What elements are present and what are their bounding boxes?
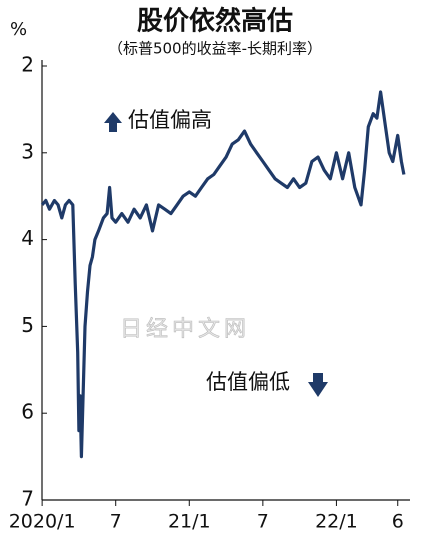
x-tick-label: 7 (110, 511, 122, 533)
y-tick-label: 5 (21, 313, 34, 337)
annotation: 估值偏低 (206, 370, 290, 394)
x-tick-label: 7 (257, 511, 269, 533)
y-axis-label: % (10, 19, 27, 40)
y-tick-label: 7 (21, 487, 34, 511)
watermark: 日经中文网 (120, 317, 250, 342)
up-arrow (104, 112, 122, 132)
data-line (40, 90, 406, 459)
x-tick-label: 22/1 (315, 511, 358, 533)
chart-subtitle: （标普500的收益率-长期利率） (108, 40, 322, 58)
x-tick-label: 6 (392, 511, 404, 533)
y-tick-label: 4 (21, 226, 34, 250)
annotation: 估值偏高 (128, 108, 212, 132)
chart-title: 股价依然高估 (137, 6, 293, 37)
down-arrow (308, 373, 328, 397)
y-tick-label: 3 (21, 139, 34, 163)
x-tick-label: 2020/1 (9, 511, 76, 533)
y-tick-label: 6 (21, 400, 34, 424)
y-tick-label: 2 (21, 53, 34, 77)
x-tick-label: 21/1 (168, 511, 211, 533)
